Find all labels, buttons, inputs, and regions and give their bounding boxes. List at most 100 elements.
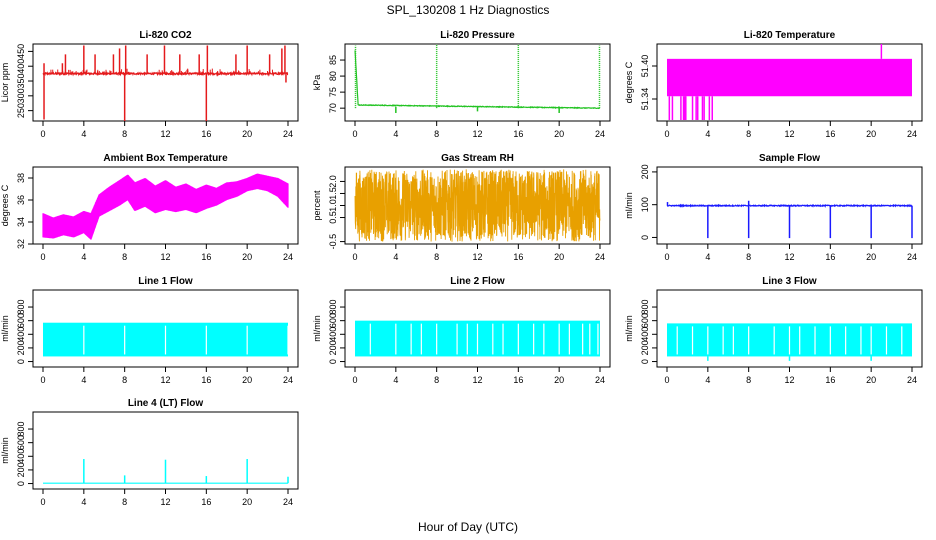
x-tick-label: 12 (784, 129, 794, 139)
chart-box-temp: Ambient Box Temperature degrees C 32 34 36 38… (0, 153, 299, 262)
x-tick-label: 8 (746, 375, 751, 385)
x-tick-label: 12 (784, 375, 794, 385)
y-tick-label: 75 (328, 87, 338, 97)
series-line (42, 70, 289, 77)
x-tick-label: 20 (242, 497, 252, 507)
x-tick-label: 20 (554, 252, 564, 262)
y-tick-label: 400 (640, 327, 650, 342)
y-tick-label: 200 (16, 340, 26, 355)
series-envelope (42, 173, 289, 240)
band-fill (667, 58, 912, 97)
y-tick-label: 0 (16, 481, 26, 486)
y-tick-label: 200 (16, 462, 26, 477)
y-axis-label: ml/min (0, 315, 10, 342)
y-tick-label: 0 (640, 235, 650, 240)
y-tick-label: 0.5 (328, 211, 338, 224)
y-axis-label: degrees C (0, 184, 10, 226)
x-tick-label: 16 (201, 252, 211, 262)
x-tick-label: 4 (705, 375, 710, 385)
y-tick-label: 36 (16, 195, 26, 205)
y-tick-label: 800 (16, 300, 26, 315)
y-axis-label: ml/min (624, 315, 634, 342)
chart-li820-temp: Li-820 Temperature degrees C 51.34 51.40 0 4 8… (624, 30, 923, 139)
y-tick-label: 0 (328, 359, 338, 364)
x-tick-label: 20 (866, 375, 876, 385)
chart-title: Gas Stream RH (441, 153, 514, 164)
y-tick-label: 51.34 (640, 88, 650, 111)
series-pressure (354, 44, 601, 113)
x-tick-label: 16 (513, 252, 523, 262)
series-line (354, 50, 601, 110)
y-tick-label: 600 (16, 313, 26, 328)
y-axis-label: ml/min (312, 315, 322, 342)
series-line2 (355, 320, 600, 357)
x-tick-label: 20 (866, 129, 876, 139)
y-axis-label: kPa (312, 75, 322, 91)
series-line1 (43, 322, 289, 357)
y-tick-label: 400 (328, 327, 338, 342)
y-tick-label: 600 (328, 313, 338, 328)
series-rh (354, 169, 601, 242)
x-tick-label: 0 (664, 252, 669, 262)
plot-frame (32, 43, 299, 122)
x-tick-label: 20 (554, 375, 564, 385)
x-tick-label: 12 (472, 252, 482, 262)
y-tick-label: 70 (328, 103, 338, 113)
series-line3 (667, 323, 912, 361)
x-tick-label: 24 (283, 497, 293, 507)
y-tick-label: 400 (16, 327, 26, 342)
chart-title: Li-820 CO2 (139, 30, 192, 41)
x-tick-label: 16 (513, 129, 523, 139)
x-tick-label: 16 (201, 129, 211, 139)
x-tick-label: 12 (160, 375, 170, 385)
y-axis-label: ml/min (624, 192, 634, 219)
x-tick-label: 24 (907, 375, 917, 385)
y-tick-label: 80 (328, 71, 338, 81)
y-tick-label: 1.0 (328, 199, 338, 212)
x-tick-label: 4 (81, 497, 86, 507)
y-tick-label: 100 (640, 197, 650, 212)
x-tick-label: 24 (907, 252, 917, 262)
x-tick-label: 0 (40, 129, 45, 139)
series-line4 (43, 459, 289, 484)
y-tick-label: 32 (16, 239, 26, 249)
x-tick-label: 12 (472, 375, 482, 385)
chart-title: Li-820 Temperature (744, 30, 836, 41)
chart-pressure: Li-820 Pressure kPa 70 75 80 85 0 4 8 12 16 20 24 (312, 30, 611, 139)
chart-sample-flow: Sample Flow ml/min 0 100 200 0 4 8 12 16 20 24 (624, 153, 923, 262)
chart-title: Li-820 Pressure (440, 30, 515, 41)
y-tick-label: 85 (328, 55, 338, 65)
y-tick-label: 450 (16, 44, 26, 59)
y-tick-label: 200 (640, 340, 650, 355)
x-tick-label: 16 (201, 375, 211, 385)
x-tick-label: 20 (242, 375, 252, 385)
x-tick-label: 8 (746, 129, 751, 139)
y-tick-label: 600 (16, 435, 26, 450)
x-tick-label: 4 (81, 252, 86, 262)
x-tick-label: 12 (784, 252, 794, 262)
chart-rh: Gas Stream RH percent -0.5 0.51.01.52.0 0 4 8 1… (312, 153, 611, 262)
x-tick-label: 8 (122, 497, 127, 507)
y-axis-label: degrees C (624, 61, 634, 103)
y-tick-label: 400 (16, 59, 26, 74)
y-axis-label: ml/min (0, 437, 10, 464)
x-tick-label: 0 (40, 497, 45, 507)
figure-title: SPL_130208 1 Hz Diagnostics (387, 3, 550, 17)
y-tick-label: 34 (16, 217, 26, 227)
series-sample-flow (666, 200, 913, 239)
figure-xlabel: Hour of Day (UTC) (418, 520, 518, 534)
series-co2 (42, 45, 289, 121)
y-tick-label: 0 (640, 359, 650, 364)
x-tick-label: 16 (201, 497, 211, 507)
x-tick-label: 0 (352, 252, 357, 262)
y-tick-label: 1.5 (328, 187, 338, 200)
x-tick-label: 4 (81, 375, 86, 385)
x-tick-label: 16 (825, 252, 835, 262)
y-tick-label: 350 (16, 74, 26, 89)
x-tick-label: 8 (746, 252, 751, 262)
x-tick-label: 12 (160, 497, 170, 507)
